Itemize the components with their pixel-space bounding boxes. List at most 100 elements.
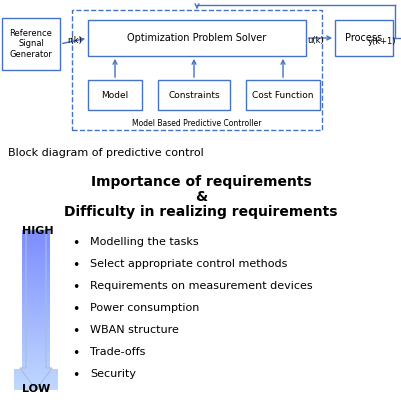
FancyBboxPatch shape xyxy=(88,80,142,110)
Text: r(k): r(k) xyxy=(67,36,82,46)
Bar xyxy=(14,380,58,382)
Bar xyxy=(22,336,50,337)
Text: Power consumption: Power consumption xyxy=(90,303,199,313)
Text: Block diagram of predictive control: Block diagram of predictive control xyxy=(8,148,203,158)
Text: Difficulty in realizing requirements: Difficulty in realizing requirements xyxy=(64,205,337,219)
Bar xyxy=(22,281,50,283)
Text: Cost Function: Cost Function xyxy=(251,91,313,100)
Bar xyxy=(22,296,50,297)
Bar xyxy=(14,373,58,374)
Bar xyxy=(14,382,58,384)
Bar xyxy=(22,361,50,363)
Text: Select appropriate control methods: Select appropriate control methods xyxy=(90,259,287,269)
Text: &: & xyxy=(194,190,207,204)
Bar xyxy=(22,316,50,318)
Bar xyxy=(22,241,50,243)
Text: Process: Process xyxy=(344,33,382,43)
Bar xyxy=(22,326,50,328)
Bar xyxy=(22,355,50,357)
Bar xyxy=(22,302,50,304)
Bar xyxy=(22,246,50,248)
Bar xyxy=(22,313,50,315)
Bar xyxy=(22,255,50,257)
Bar xyxy=(22,288,50,289)
Bar xyxy=(22,232,50,233)
FancyBboxPatch shape xyxy=(158,80,229,110)
Text: •: • xyxy=(72,237,79,250)
Bar xyxy=(22,248,50,249)
FancyBboxPatch shape xyxy=(334,20,392,56)
Bar xyxy=(14,369,58,371)
Text: Model Based Predictive Controller: Model Based Predictive Controller xyxy=(132,120,261,129)
Bar xyxy=(22,321,50,323)
Bar xyxy=(22,249,50,251)
Text: HIGH: HIGH xyxy=(22,226,53,236)
Bar xyxy=(22,308,50,310)
Text: Security: Security xyxy=(90,369,136,379)
Bar xyxy=(22,364,50,366)
Bar xyxy=(22,294,50,296)
Bar xyxy=(22,279,50,281)
Bar xyxy=(22,260,50,262)
Bar xyxy=(22,273,50,275)
Bar xyxy=(22,244,50,246)
Bar xyxy=(22,337,50,339)
Bar xyxy=(22,347,50,348)
Bar xyxy=(22,350,50,352)
Bar xyxy=(22,278,50,279)
Bar xyxy=(22,366,50,368)
FancyBboxPatch shape xyxy=(2,18,60,70)
Bar xyxy=(22,230,50,232)
Bar xyxy=(22,283,50,284)
Bar xyxy=(14,371,58,373)
Bar xyxy=(22,358,50,359)
Bar xyxy=(22,352,50,353)
Text: Optimization Problem Solver: Optimization Problem Solver xyxy=(127,33,266,43)
Text: u(k): u(k) xyxy=(307,36,324,46)
Bar xyxy=(22,310,50,312)
Bar xyxy=(22,328,50,329)
Bar xyxy=(22,270,50,272)
Bar xyxy=(22,345,50,347)
Bar xyxy=(22,323,50,324)
Bar xyxy=(22,253,50,254)
Bar xyxy=(22,264,50,265)
Bar xyxy=(22,236,50,238)
Bar xyxy=(22,243,50,244)
Bar xyxy=(22,259,50,260)
Text: Reference
Signal
Generator: Reference Signal Generator xyxy=(10,29,52,59)
Bar xyxy=(22,363,50,364)
Text: WBAN structure: WBAN structure xyxy=(90,325,178,335)
Bar xyxy=(22,318,50,319)
Bar xyxy=(22,293,50,294)
Bar xyxy=(14,387,58,388)
Bar xyxy=(22,339,50,340)
Bar xyxy=(22,254,50,255)
Bar xyxy=(22,251,50,253)
Bar xyxy=(22,289,50,291)
Bar xyxy=(22,315,50,316)
Bar xyxy=(22,299,50,300)
Bar xyxy=(22,286,50,288)
Text: •: • xyxy=(72,303,79,316)
Bar xyxy=(22,344,50,345)
Bar xyxy=(22,284,50,286)
Bar xyxy=(22,368,50,369)
Bar xyxy=(14,374,58,376)
Bar xyxy=(22,239,50,241)
Bar xyxy=(22,235,50,236)
Bar xyxy=(22,324,50,326)
Text: Requirements on measurement devices: Requirements on measurement devices xyxy=(90,281,312,291)
Bar xyxy=(14,376,58,377)
Bar xyxy=(14,388,58,390)
Bar xyxy=(22,305,50,307)
Bar xyxy=(22,262,50,264)
FancyBboxPatch shape xyxy=(72,10,321,130)
Text: Trade-offs: Trade-offs xyxy=(90,347,145,357)
Bar xyxy=(22,275,50,276)
Bar xyxy=(22,329,50,331)
Bar xyxy=(22,334,50,336)
Bar xyxy=(14,379,58,380)
Text: Model: Model xyxy=(101,91,128,100)
Text: •: • xyxy=(72,347,79,360)
